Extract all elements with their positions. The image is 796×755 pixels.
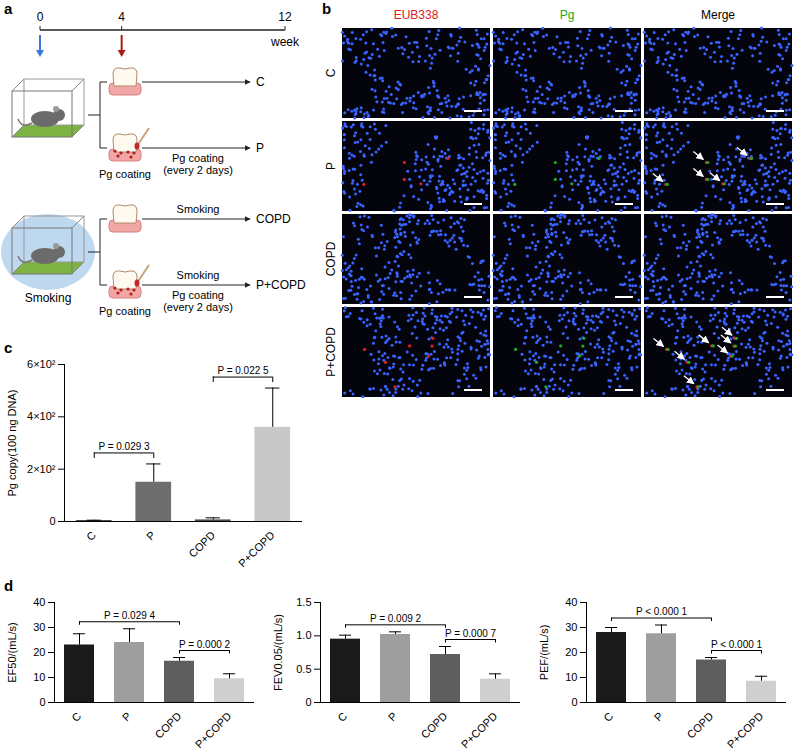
svg-text:P: P	[144, 529, 158, 543]
svg-text:COPD: COPD	[684, 710, 715, 741]
svg-text:Smoking: Smoking	[25, 291, 72, 305]
svg-text:0: 0	[49, 515, 55, 527]
svg-text:FEV0.05/(mL/s): FEV0.05/(mL/s)	[272, 614, 284, 691]
svg-text:1.0: 1.0	[296, 629, 311, 641]
svg-text:40: 40	[33, 596, 45, 608]
svg-text:Smoking: Smoking	[177, 203, 220, 215]
svg-text:P < 0.000 1: P < 0.000 1	[711, 639, 763, 650]
svg-text:week: week	[270, 35, 300, 49]
html-text:d: d	[4, 577, 14, 594]
svg-text:C: C	[69, 710, 83, 724]
svg-text:COPD: COPD	[256, 212, 291, 226]
svg-text:P = 0.000 7: P = 0.000 7	[445, 628, 497, 639]
svg-text:P: P	[652, 710, 666, 724]
svg-text:Pg copy(100 ng DNA): Pg copy(100 ng DNA)	[6, 390, 18, 497]
svg-text:Smoking: Smoking	[177, 269, 220, 281]
svg-text:P = 0.029 4: P = 0.029 4	[104, 610, 156, 621]
svg-text:Pg coating: Pg coating	[172, 289, 224, 301]
svg-text:P = 0.022 5: P = 0.022 5	[217, 365, 269, 376]
svg-text:Pg coating: Pg coating	[172, 152, 224, 164]
svg-text:P+COPD: P+COPD	[193, 710, 234, 750]
svg-text:b: b	[322, 0, 331, 17]
svg-text:Pg coating: Pg coating	[99, 305, 151, 317]
svg-text:(every 2 days): (every 2 days)	[163, 301, 233, 313]
svg-text:C: C	[324, 68, 338, 77]
svg-text:(every 2 days): (every 2 days)	[163, 164, 233, 176]
svg-text:4×10²: 4×10²	[27, 410, 56, 422]
svg-text:P: P	[256, 141, 264, 155]
svg-text:EF50/(mL/s): EF50/(mL/s)	[6, 622, 18, 683]
svg-text:COPD: COPD	[186, 529, 217, 560]
svg-text:P = 0.000 2: P = 0.000 2	[179, 639, 231, 650]
svg-text:C: C	[335, 710, 349, 724]
svg-text:10: 10	[565, 671, 577, 683]
svg-text:30: 30	[33, 621, 45, 633]
svg-text:12: 12	[278, 10, 292, 24]
svg-text:P+COPD: P+COPD	[256, 278, 306, 292]
svg-text:C: C	[601, 710, 615, 724]
svg-text:P+COPD: P+COPD	[725, 710, 766, 750]
svg-text:C: C	[84, 529, 98, 543]
svg-text:P+COPD: P+COPD	[236, 529, 277, 569]
svg-text:P = 0.009 2: P = 0.009 2	[370, 613, 422, 624]
svg-text:20: 20	[33, 646, 45, 658]
svg-text:Pg: Pg	[560, 8, 575, 22]
svg-text:P+COPD: P+COPD	[459, 710, 500, 750]
svg-text:Merge: Merge	[701, 8, 735, 22]
svg-text:10: 10	[33, 671, 45, 683]
svg-text:COPD: COPD	[152, 710, 183, 741]
svg-text:30: 30	[565, 621, 577, 633]
svg-text:C: C	[256, 75, 265, 89]
svg-text:P: P	[324, 162, 338, 170]
svg-text:P < 0.000 1: P < 0.000 1	[636, 606, 688, 617]
svg-text:2×10²: 2×10²	[27, 463, 56, 475]
svg-text:COPD: COPD	[418, 710, 449, 741]
svg-text:PEF/(mL/s): PEF/(mL/s)	[538, 625, 550, 681]
svg-text:20: 20	[565, 646, 577, 658]
html-text:c: c	[4, 339, 13, 356]
svg-text:4: 4	[118, 10, 125, 24]
svg-text:P = 0.029 3: P = 0.029 3	[98, 441, 150, 452]
svg-text:0: 0	[305, 696, 311, 708]
svg-text:P: P	[120, 710, 134, 724]
svg-text:40: 40	[565, 596, 577, 608]
svg-text:6×10²: 6×10²	[27, 358, 56, 370]
svg-text:COPD: COPD	[324, 241, 338, 276]
svg-text:a: a	[4, 0, 13, 17]
svg-text:0: 0	[37, 10, 44, 24]
svg-text:0: 0	[39, 696, 45, 708]
svg-text:P+COPD: P+COPD	[324, 327, 338, 377]
svg-text:0.5: 0.5	[296, 663, 311, 675]
svg-text:EUB338: EUB338	[394, 8, 439, 22]
svg-text:P: P	[386, 710, 400, 724]
svg-text:1.5: 1.5	[296, 596, 311, 608]
svg-text:Pg coating: Pg coating	[99, 168, 151, 180]
svg-text:0: 0	[571, 696, 577, 708]
